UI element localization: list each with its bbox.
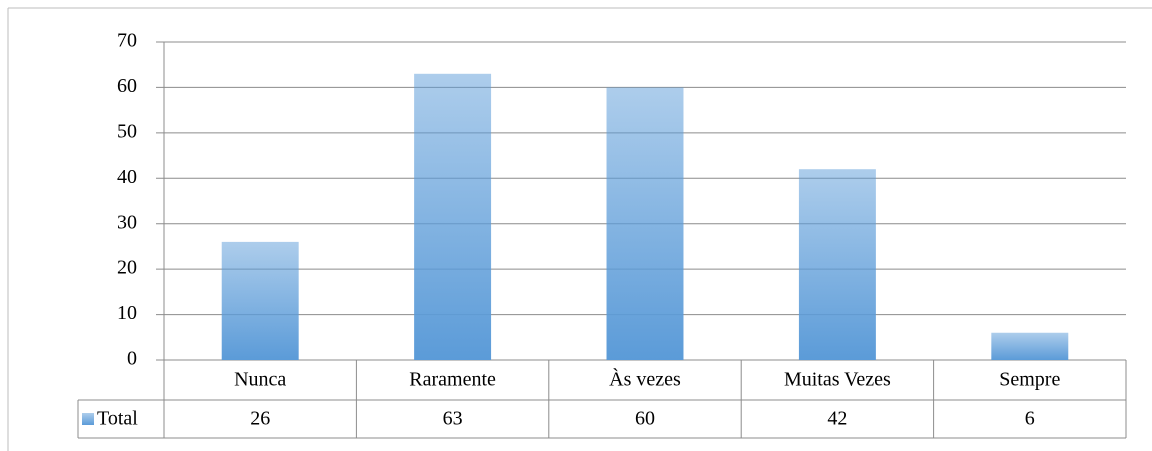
y-tick-label: 70	[117, 30, 137, 52]
y-tick-label: 0	[127, 348, 137, 370]
x-tick-label: Muitas Vezes	[784, 369, 891, 391]
table-value: 60	[635, 408, 655, 430]
bar	[798, 169, 876, 360]
table-value: 63	[443, 408, 463, 430]
bar	[606, 87, 684, 360]
y-tick-label: 50	[117, 120, 137, 142]
table-value: 42	[827, 408, 847, 430]
y-tick-label: 30	[117, 211, 137, 233]
y-tick-label: 10	[117, 302, 137, 324]
y-tick-label: 40	[117, 166, 137, 188]
x-tick-label: Raramente	[409, 369, 496, 391]
legend-label: Total	[97, 408, 138, 430]
table-value: 6	[1025, 408, 1035, 430]
x-tick-label: Nunca	[234, 369, 286, 391]
x-tick-label: Sempre	[999, 369, 1060, 391]
x-tick-label: Às vezes	[609, 368, 681, 391]
y-tick-label: 20	[117, 257, 137, 279]
y-tick-label: 60	[117, 75, 137, 97]
bar	[221, 241, 299, 360]
legend-swatch	[82, 413, 94, 425]
table-value: 26	[250, 408, 270, 430]
bar	[414, 73, 492, 361]
bar	[991, 332, 1069, 360]
